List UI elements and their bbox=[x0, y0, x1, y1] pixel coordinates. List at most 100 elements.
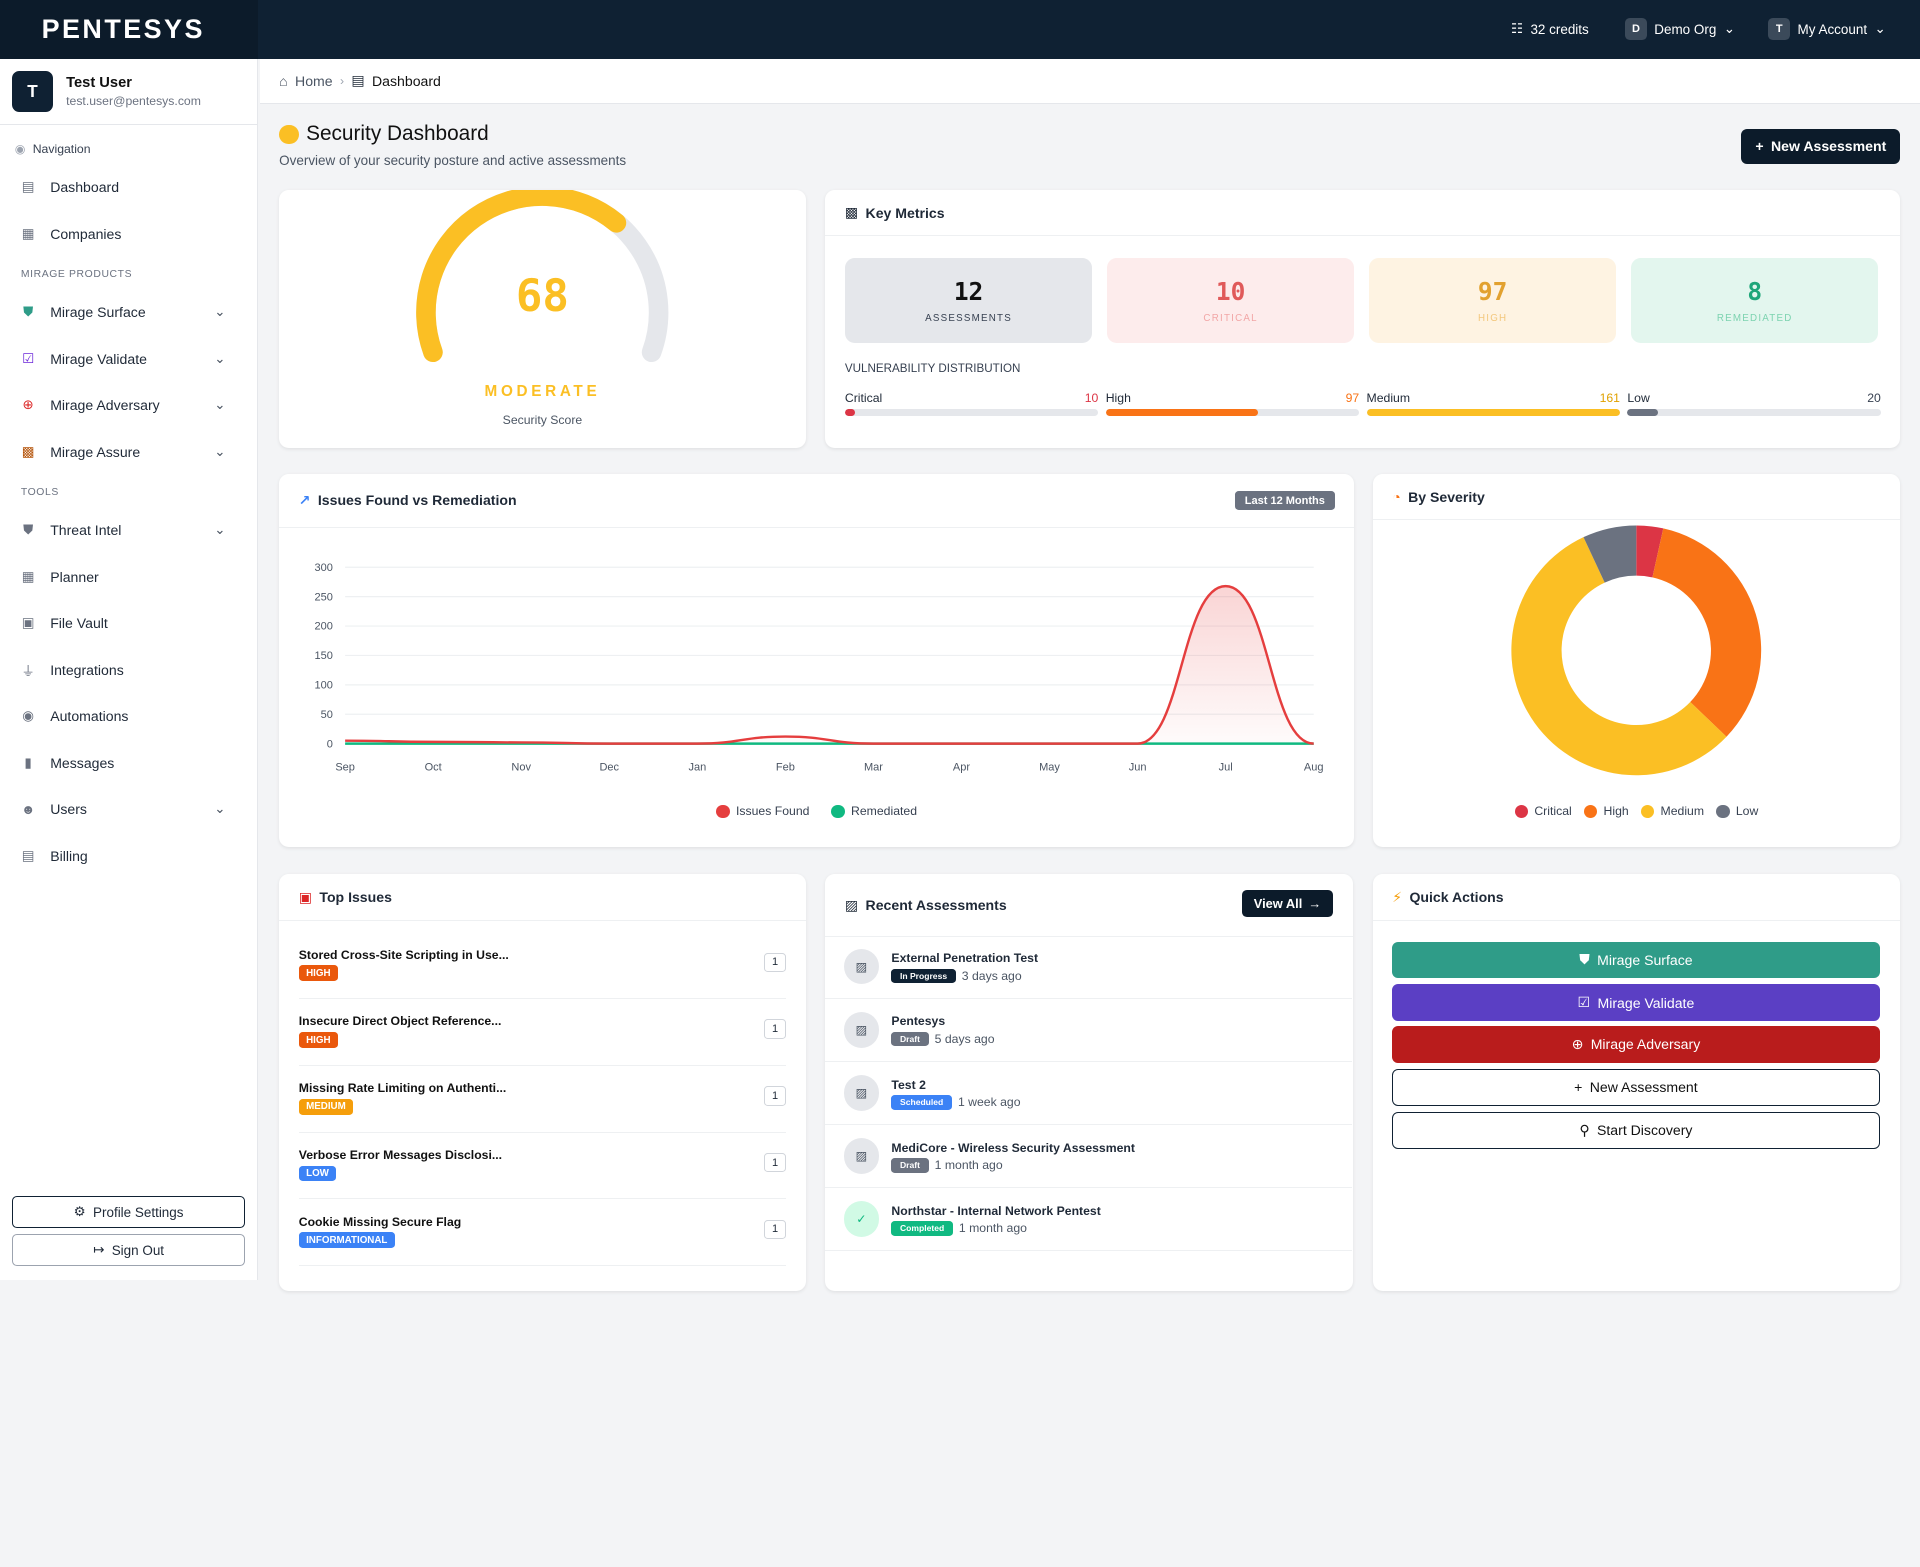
issue-row[interactable]: Missing Rate Limiting on Authenti... MED… bbox=[298, 1067, 787, 1133]
certificate-icon: ▩ bbox=[21, 443, 35, 459]
legend-swatch bbox=[1716, 804, 1730, 819]
sign-out-label: Sign Out bbox=[111, 1242, 165, 1258]
sidebar-item-file-vault[interactable]: ▣ File Vault bbox=[0, 600, 257, 647]
assessment-row[interactable]: ▨ Test 2 Scheduled 1 week ago bbox=[825, 1063, 1352, 1126]
metric-value: 97 bbox=[1477, 276, 1508, 306]
bolt-icon: ⚡ bbox=[1392, 888, 1403, 905]
org-switcher[interactable]: D Demo Org ⌄ bbox=[1624, 0, 1735, 59]
sidebar-item-companies[interactable]: ▦ Companies bbox=[0, 211, 257, 258]
new-assessment-button[interactable]: + New Assessment bbox=[1741, 128, 1901, 165]
legend-remediated[interactable]: Remediated bbox=[831, 804, 917, 818]
assessment-time: 1 month ago bbox=[958, 1221, 1027, 1236]
assessment-row[interactable]: ▨ Pentesys Draft 5 days ago bbox=[825, 1000, 1352, 1063]
dist-bar-fill bbox=[1366, 409, 1620, 416]
severity-badge: HIGH bbox=[298, 965, 338, 982]
period-badge[interactable]: Last 12 Months bbox=[1234, 491, 1335, 511]
status-badge: Draft bbox=[891, 1031, 929, 1047]
legend-issues-found[interactable]: Issues Found bbox=[716, 804, 809, 818]
status-badge: Completed bbox=[891, 1220, 953, 1236]
metric-critical[interactable]: 10 CRITICAL bbox=[1106, 258, 1355, 343]
assessment-title: Pentesys bbox=[891, 1014, 946, 1029]
issues-found-area bbox=[345, 585, 1314, 744]
quick-mirage-surface-button[interactable]: ⛊ Mirage Surface bbox=[1392, 941, 1880, 979]
gauge-icon bbox=[279, 124, 299, 145]
account-menu[interactable]: T My Account ⌄ bbox=[1768, 0, 1886, 59]
assessment-row[interactable]: ▨ MediCore - Wireless Security Assessmen… bbox=[825, 1126, 1352, 1189]
assessment-row[interactable]: ▨ External Penetration Test In Progress 3… bbox=[825, 937, 1352, 1000]
y-tick-label: 250 bbox=[315, 591, 333, 603]
sidebar-item-mirage-assure[interactable]: ▩ Mirage Assure ⌄ bbox=[0, 428, 257, 475]
chevron-down-icon: ⌄ bbox=[1723, 21, 1735, 37]
y-tick-label: 300 bbox=[315, 562, 333, 574]
metric-assessments[interactable]: 12 ASSESSMENTS bbox=[844, 258, 1093, 343]
quick-start-discovery-button[interactable]: ⚲ Start Discovery bbox=[1392, 1111, 1880, 1149]
issue-row[interactable]: Stored Cross-Site Scripting in Use... HI… bbox=[298, 933, 787, 1000]
assessment-time: 1 week ago bbox=[957, 1095, 1021, 1110]
sidebar-item-automations[interactable]: ◉ Automations bbox=[0, 693, 257, 740]
sidebar-item-mirage-validate[interactable]: ☑ Mirage Validate ⌄ bbox=[0, 335, 257, 382]
credits-indicator[interactable]: ☷ 32 credits bbox=[1511, 0, 1589, 59]
sidebar-item-label: File Vault bbox=[50, 615, 108, 632]
chevron-down-icon: ⌄ bbox=[214, 304, 226, 320]
issue-row[interactable]: Verbose Error Messages Disclosi... LOW 1 bbox=[298, 1133, 787, 1200]
key-metrics-card: ▩ Key Metrics 12 ASSESSMENTS 10 CRITICAL 97… bbox=[825, 189, 1901, 449]
issue-count: 1 bbox=[764, 1086, 787, 1106]
legend-swatch bbox=[716, 804, 730, 819]
sidebar-item-users[interactable]: ☻ Users ⌄ bbox=[0, 786, 257, 833]
assessment-title: Test 2 bbox=[891, 1077, 926, 1092]
slice-critical[interactable] bbox=[1635, 525, 1663, 578]
issues-chart-legend: Issues Found Remediated bbox=[279, 804, 1354, 818]
dist-low: Low 20 bbox=[1627, 390, 1881, 416]
plus-icon: + bbox=[1755, 138, 1764, 155]
y-tick-label: 100 bbox=[315, 679, 333, 691]
quick-mirage-validate-button[interactable]: ☑ Mirage Validate bbox=[1392, 984, 1880, 1022]
sidebar-item-threat-intel[interactable]: ⛊ Threat Intel ⌄ bbox=[0, 507, 257, 554]
dist-label: Low bbox=[1627, 390, 1650, 405]
quick-actions-header: ⚡ Quick Actions bbox=[1372, 874, 1901, 921]
quick-mirage-adversary-button[interactable]: ⊕ Mirage Adversary bbox=[1392, 1026, 1880, 1063]
clipboard-icon: ▨ bbox=[843, 1138, 880, 1174]
sidebar-item-integrations[interactable]: ⏚ Integrations bbox=[0, 646, 257, 693]
metric-remediated[interactable]: 8 REMEDIATED bbox=[1631, 258, 1879, 343]
profile-settings-button[interactable]: ⚙ Profile Settings bbox=[12, 1196, 245, 1229]
logo-box[interactable]: PENTESYS bbox=[0, 0, 259, 59]
issue-row[interactable]: Insecure Direct Object Reference... HIGH… bbox=[298, 1000, 787, 1066]
sidebar-item-mirage-surface[interactable]: ⛊ Mirage Surface ⌄ bbox=[0, 289, 257, 336]
legend-critical[interactable]: Critical bbox=[1514, 804, 1572, 818]
legend-high[interactable]: High bbox=[1583, 804, 1629, 819]
slice-medium[interactable] bbox=[1511, 536, 1727, 776]
issue-row[interactable]: Cookie Missing Secure Flag INFORMATIONAL… bbox=[298, 1200, 787, 1267]
legend-swatch bbox=[1583, 804, 1598, 819]
dist-high: High 97 bbox=[1105, 391, 1360, 416]
sidebar-item-planner[interactable]: ▦ Planner bbox=[0, 553, 257, 600]
sign-out-button[interactable]: ↦ Sign Out bbox=[12, 1234, 245, 1267]
plus-icon: + bbox=[1574, 1079, 1583, 1096]
sidebar-item-mirage-adversary[interactable]: ⊕ Mirage Adversary ⌄ bbox=[0, 382, 257, 429]
legend-medium[interactable]: Medium bbox=[1640, 804, 1704, 818]
slice-low[interactable] bbox=[1583, 525, 1636, 583]
y-tick-label: 0 bbox=[327, 738, 333, 750]
sidebar-item-billing[interactable]: ▤ Billing bbox=[0, 832, 257, 879]
key-metrics-title: Key Metrics bbox=[865, 204, 945, 221]
quick-new-assessment-button[interactable]: + New Assessment bbox=[1392, 1068, 1880, 1106]
metric-label: CRITICAL bbox=[1203, 313, 1258, 325]
sidebar-item-label: Mirage Adversary bbox=[50, 397, 160, 414]
key-metrics-header: ▩ Key Metrics bbox=[825, 190, 1901, 237]
issue-count: 1 bbox=[764, 952, 787, 973]
issue-count: 1 bbox=[764, 1019, 787, 1039]
issue-count: 1 bbox=[764, 1219, 787, 1240]
legend-low[interactable]: Low bbox=[1716, 804, 1758, 818]
assessment-title: External Penetration Test bbox=[891, 951, 1039, 966]
dist-bar-track bbox=[1366, 409, 1620, 416]
assessment-row[interactable]: ✓ Northstar - Internal Network Pentest C… bbox=[825, 1189, 1352, 1252]
severity-card: ◔ By Severity Critical High Medium Low bbox=[1372, 473, 1901, 848]
sidebar-item-dashboard[interactable]: ▤ Dashboard bbox=[0, 164, 257, 211]
view-all-button[interactable]: View All → bbox=[1241, 890, 1334, 918]
sidebar-item-label: Mirage Surface bbox=[50, 304, 146, 321]
legend-label: High bbox=[1603, 804, 1629, 819]
breadcrumb-home[interactable]: Home bbox=[295, 72, 333, 89]
assessment-time: 5 days ago bbox=[934, 1032, 995, 1047]
metric-high[interactable]: 97 HIGH bbox=[1368, 258, 1617, 343]
slice-high[interactable] bbox=[1652, 528, 1761, 737]
sidebar-item-messages[interactable]: ▮ Messages bbox=[0, 739, 257, 786]
